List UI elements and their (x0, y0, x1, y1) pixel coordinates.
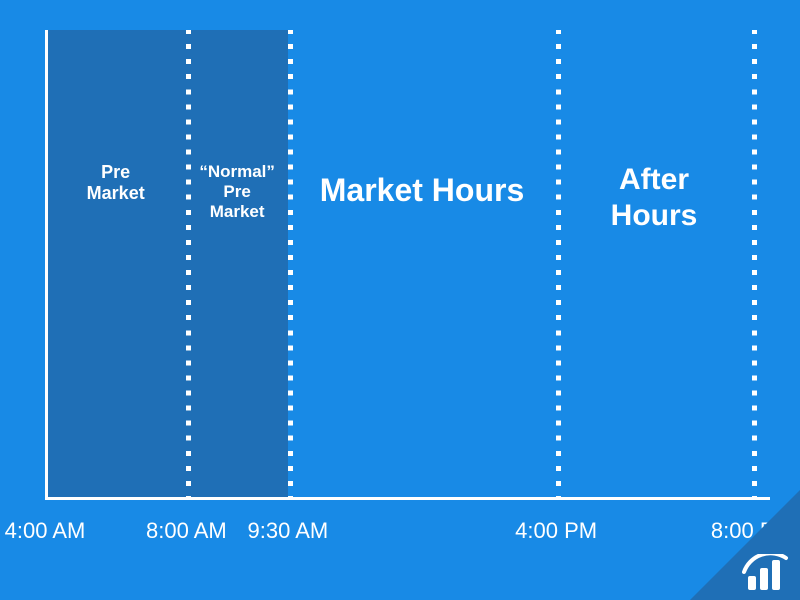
chart-area: Pre Market“Normal” Pre MarketMarket Hour… (45, 30, 770, 500)
tick-label: 9:30 AM (248, 518, 329, 544)
divider (186, 30, 191, 500)
segment-label-market-hours: Market Hours (288, 171, 556, 209)
logo-icon (742, 554, 792, 594)
divider (752, 30, 757, 500)
divider (288, 30, 293, 500)
segment-label-after-hours: After Hours (556, 162, 752, 234)
segment-pre-market (45, 30, 186, 500)
segment-label-normal-pre-market: “Normal” Pre Market (186, 162, 288, 223)
y-axis (45, 30, 48, 500)
segment-normal-pre-market (186, 30, 288, 500)
tick-label: 4:00 AM (5, 518, 86, 544)
x-axis (45, 497, 770, 500)
chart-canvas: Pre Market“Normal” Pre MarketMarket Hour… (0, 0, 800, 600)
segment-label-pre-market: Pre Market (45, 162, 186, 205)
tick-label: 4:00 PM (515, 518, 597, 544)
tick-label: 8:00 AM (146, 518, 227, 544)
divider (556, 30, 561, 500)
